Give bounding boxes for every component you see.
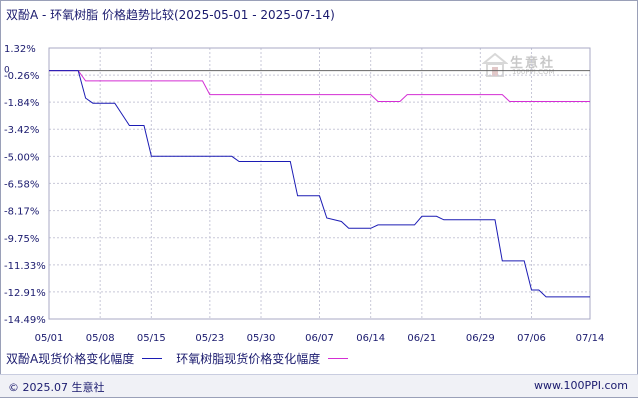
legend: 双酚A现货价格变化幅度 环氧树脂现货价格变化幅度 bbox=[6, 350, 362, 367]
series-line-bisphenol-a bbox=[49, 70, 590, 298]
legend-item-bisphenol-a: 双酚A现货价格变化幅度 bbox=[6, 350, 163, 367]
legend-label-bisphenol-a: 双酚A现货价格变化幅度 bbox=[6, 352, 135, 366]
watermark-name: 生意社 bbox=[510, 56, 556, 71]
x-tick-label: 06/21 bbox=[407, 333, 436, 344]
legend-item-epoxy-resin: 环氧树脂现货价格变化幅度 bbox=[176, 350, 349, 367]
x-tick-label: 05/15 bbox=[137, 333, 166, 344]
y-tick-label: -11.33% bbox=[4, 261, 46, 272]
series-line-epoxy-resin bbox=[49, 70, 590, 102]
y-tick-label: -14.49% bbox=[4, 315, 46, 326]
y-tick-label: -1.84% bbox=[4, 98, 39, 109]
legend-swatch-epoxy-resin bbox=[328, 358, 349, 359]
x-tick-label: 06/29 bbox=[466, 333, 495, 344]
house-icon bbox=[481, 52, 509, 77]
x-tick-label: 05/01 bbox=[35, 333, 64, 344]
x-tick-label: 05/08 bbox=[86, 333, 115, 344]
zero-label: 0 bbox=[4, 66, 10, 76]
footer-copyright: © 2025.07 生意社 bbox=[8, 381, 105, 394]
x-tick-label: 06/07 bbox=[305, 333, 334, 344]
watermark-logo: 生意社 100PPI.COM bbox=[481, 52, 582, 78]
plot-area-border bbox=[48, 47, 591, 320]
y-tick-label: -0.26% bbox=[4, 71, 39, 82]
y-tick-label: -8.17% bbox=[4, 207, 39, 218]
chart-title: 双酚A - 环氧树脂 价格趋势比较(2025-05-01 - 2025-07-1… bbox=[6, 8, 335, 22]
footer-url-link[interactable]: www.100PPI.com bbox=[534, 379, 628, 392]
legend-label-epoxy-resin: 环氧树脂现货价格变化幅度 bbox=[176, 352, 321, 366]
y-tick-label: -12.91% bbox=[4, 288, 46, 299]
y-tick-label: -6.58% bbox=[4, 179, 39, 190]
x-tick-label: 05/30 bbox=[247, 333, 276, 344]
footer: © 2025.07 生意社 www.100PPI.com bbox=[0, 374, 638, 397]
watermark-url: 100PPI.COM bbox=[512, 68, 555, 76]
y-tick-label: -5.00% bbox=[4, 152, 39, 163]
legend-swatch-bisphenol-a bbox=[142, 358, 163, 359]
y-tick-label: -9.75% bbox=[4, 234, 39, 245]
x-tick-label: 07/06 bbox=[517, 333, 546, 344]
x-tick-label: 06/14 bbox=[356, 333, 385, 344]
y-tick-label: 1.32% bbox=[4, 44, 36, 55]
x-tick-label: 07/14 bbox=[576, 333, 605, 344]
y-tick-label: -3.42% bbox=[4, 125, 39, 136]
x-tick-label: 05/23 bbox=[195, 333, 224, 344]
